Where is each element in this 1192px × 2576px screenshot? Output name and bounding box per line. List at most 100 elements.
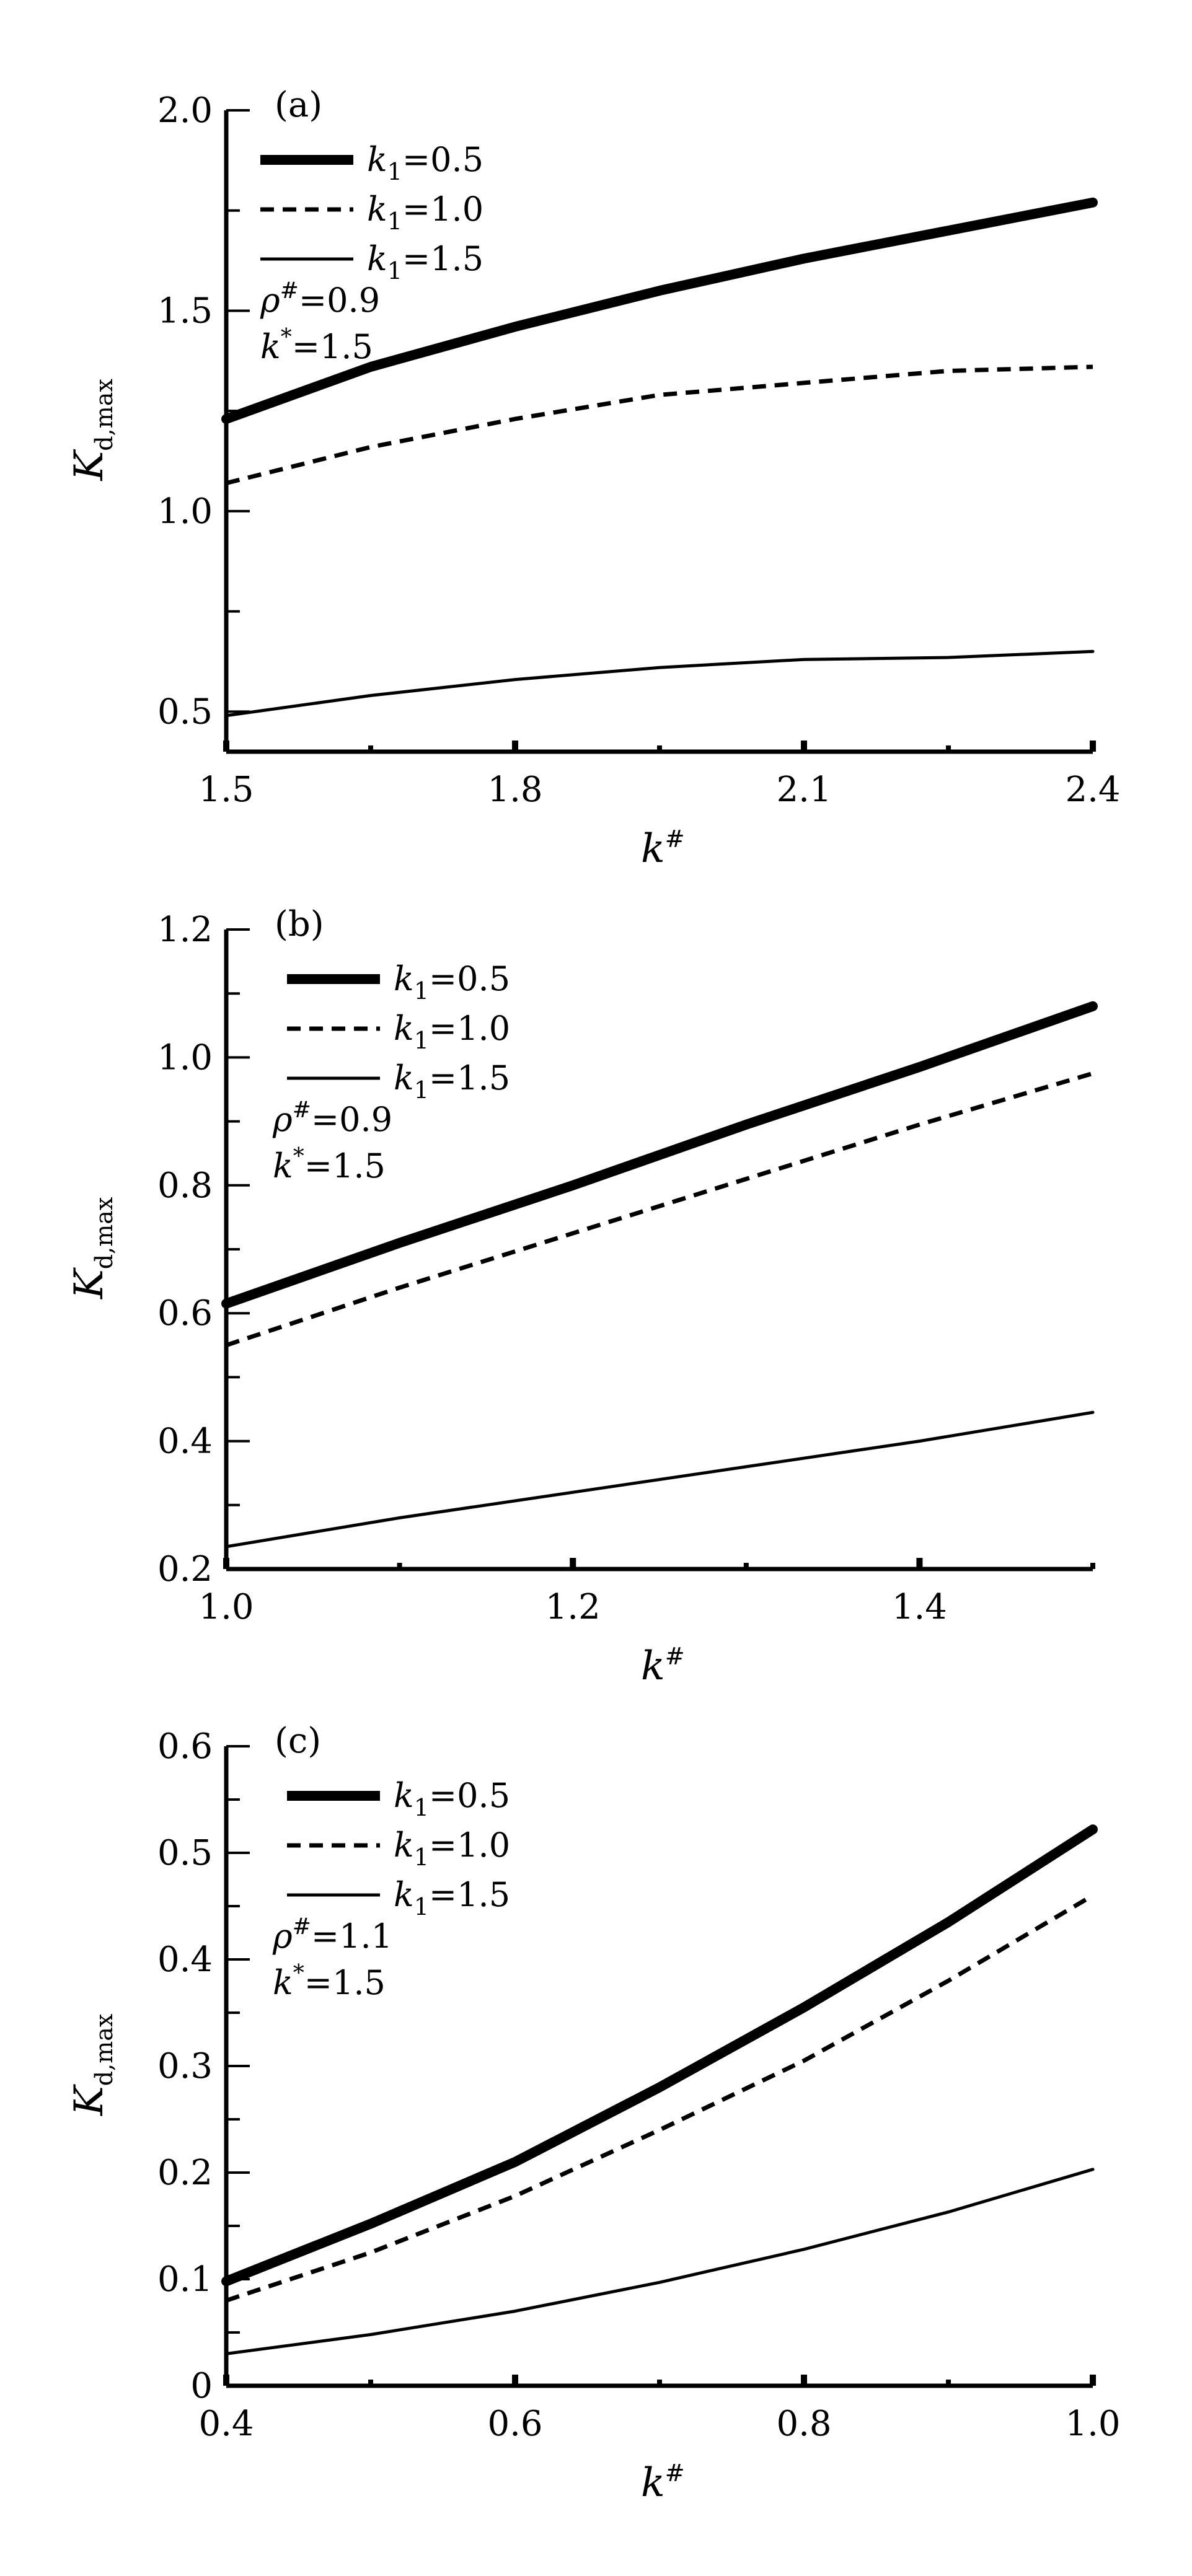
y-tick-label: 0.1 xyxy=(157,2259,213,2300)
legend-label-part: k xyxy=(394,1875,414,1914)
parameter-annotation: ρ#=1.1 xyxy=(272,1914,392,1956)
x-axis-title-superscript: # xyxy=(665,825,685,853)
y-axis-title-subscript: d,max xyxy=(91,379,118,451)
legend-label-part: =0.5 xyxy=(402,140,483,179)
legend-label-part: k xyxy=(394,1776,414,1815)
legend-label-part: k xyxy=(367,239,387,278)
annotation-part: =1.5 xyxy=(304,1963,386,2002)
legend-label-part: k xyxy=(394,959,414,998)
legend-label-part: =1.0 xyxy=(402,190,483,229)
series-line-dashed xyxy=(225,1893,1094,2303)
legend-label: k1=1.5 xyxy=(367,239,483,284)
x-axis-title-superscript: # xyxy=(665,1643,685,1670)
parameter-annotation: k*=1.5 xyxy=(260,325,373,366)
legend-label-part: 1 xyxy=(414,1076,429,1104)
x-tick-label: 1.2 xyxy=(545,1587,601,1627)
y-tick-label: 0.8 xyxy=(157,1166,213,1206)
annotation-part: k xyxy=(273,1146,293,1185)
chart-panel-0: 0.51.01.52.01.5 1.8 2.1 2.4k#Kd,max(a)k1=0.… xyxy=(66,85,1121,872)
legend-label-part: =1.5 xyxy=(429,1058,510,1097)
legend-label-part: k xyxy=(394,1058,414,1097)
x-axis-title: k# xyxy=(641,1643,685,1689)
y-axis-title: Kd,max xyxy=(66,2014,118,2116)
legend-label-part: 1 xyxy=(414,1844,429,1871)
parameter-annotation: ρ#=0.9 xyxy=(260,278,380,320)
parameter-annotation: k*=1.5 xyxy=(273,1961,386,2002)
annotation-part: =0.9 xyxy=(311,1100,392,1139)
y-axis-title: Kd,max xyxy=(66,379,118,481)
series-line-thick xyxy=(221,197,1098,424)
legend-label-part: 1 xyxy=(387,208,402,235)
annotation-part: # xyxy=(293,1097,311,1123)
series-line-thin xyxy=(224,649,1095,718)
y-tick-label: 0.3 xyxy=(157,2046,213,2086)
legend-label-part: =0.5 xyxy=(429,1776,510,1815)
x-axis-title: k# xyxy=(641,2460,685,2506)
legend-label-part: 1 xyxy=(414,1027,429,1054)
annotation-part: * xyxy=(293,1144,304,1169)
annotation-part: =1.1 xyxy=(311,1917,392,1956)
legend-label-part: k xyxy=(394,1826,414,1865)
x-tick-label: 1.8 xyxy=(487,770,542,810)
x-tick-label: 1.0 xyxy=(198,1587,254,1627)
series-line-thin xyxy=(224,1410,1095,1549)
legend-label-part: k xyxy=(367,190,387,229)
x-tick-label: 2.1 xyxy=(776,770,831,810)
series-line-thick xyxy=(221,1824,1098,2287)
legend-label-part: =0.5 xyxy=(429,959,510,998)
y-tick-label: 0.4 xyxy=(157,1940,213,1980)
panel-label: (c) xyxy=(275,1721,321,1761)
y-axis-title: Kd,max xyxy=(66,1197,118,1299)
x-axis-title: k# xyxy=(641,825,685,872)
annotation-part: ρ xyxy=(272,1100,293,1139)
annotation-part: ρ xyxy=(260,281,280,320)
annotation-part: # xyxy=(280,278,299,304)
y-tick-label: 1.0 xyxy=(157,491,213,532)
x-tick-label: 0.6 xyxy=(487,2404,542,2444)
annotation-part: ρ xyxy=(272,1917,293,1956)
legend-label-part: 1 xyxy=(387,158,402,185)
parameter-annotation: k*=1.5 xyxy=(273,1144,386,1185)
x-tick-label: 1.4 xyxy=(892,1587,947,1627)
x-axis-title-superscript: # xyxy=(665,2460,685,2487)
chart-panel-1: 0.20.40.60.81.01.21.0 1.2 1.4k#Kd,max(b)k1… xyxy=(66,904,1098,1689)
y-tick-label: 0.4 xyxy=(157,1422,213,1462)
y-tick-label: 0 xyxy=(190,2366,213,2406)
x-tick-label: 1.0 xyxy=(1065,2404,1120,2444)
legend-label-part: 1 xyxy=(387,257,402,284)
y-tick-label: 1.0 xyxy=(157,1037,213,1078)
y-tick-label: 1.2 xyxy=(157,910,213,950)
legend-label-part: =1.5 xyxy=(429,1875,510,1914)
annotation-part: * xyxy=(293,1961,304,1986)
x-tick-label: 0.4 xyxy=(198,2404,254,2444)
legend-label-part: k xyxy=(394,1009,414,1048)
legend-label-part: 1 xyxy=(414,977,429,1004)
legend-label: k1=1.0 xyxy=(367,190,483,235)
y-tick-label: 0.5 xyxy=(157,1833,213,1873)
y-tick-label: 0.2 xyxy=(157,1549,213,1589)
y-tick-label: 0.6 xyxy=(157,1293,213,1334)
annotation-part: # xyxy=(293,1914,311,1940)
annotation-part: =1.5 xyxy=(304,1146,386,1185)
legend-label-part: =1.5 xyxy=(402,239,483,278)
chart-panel-2: 00.10.20.30.40.50.60.4 0.6 0.8 1.0k#Kd,max(… xyxy=(66,1721,1121,2506)
parameter-annotation: ρ#=0.9 xyxy=(272,1097,392,1139)
legend-label-part: k xyxy=(367,140,387,179)
legend-label-part: =1.0 xyxy=(429,1009,510,1048)
x-tick-label: 1.5 xyxy=(198,770,254,810)
x-tick-label: 0.8 xyxy=(776,2404,831,2444)
legend-label-part: 1 xyxy=(414,1893,429,1920)
legend-label: k1=0.5 xyxy=(394,959,510,1004)
y-tick-label: 0.6 xyxy=(157,1726,213,1767)
annotation-part: * xyxy=(281,325,292,350)
annotation-part: =0.9 xyxy=(299,281,380,320)
legend-label-part: 1 xyxy=(414,1794,429,1821)
y-axis-title-subscript: d,max xyxy=(91,2014,118,2086)
legend-label: k1=1.0 xyxy=(394,1009,510,1054)
panel-label: (b) xyxy=(275,904,324,944)
legend-label-part: =1.0 xyxy=(429,1826,510,1865)
y-tick-label: 0.5 xyxy=(157,692,213,732)
legend-label: k1=1.0 xyxy=(394,1826,510,1871)
y-tick-label: 2.0 xyxy=(157,90,213,131)
